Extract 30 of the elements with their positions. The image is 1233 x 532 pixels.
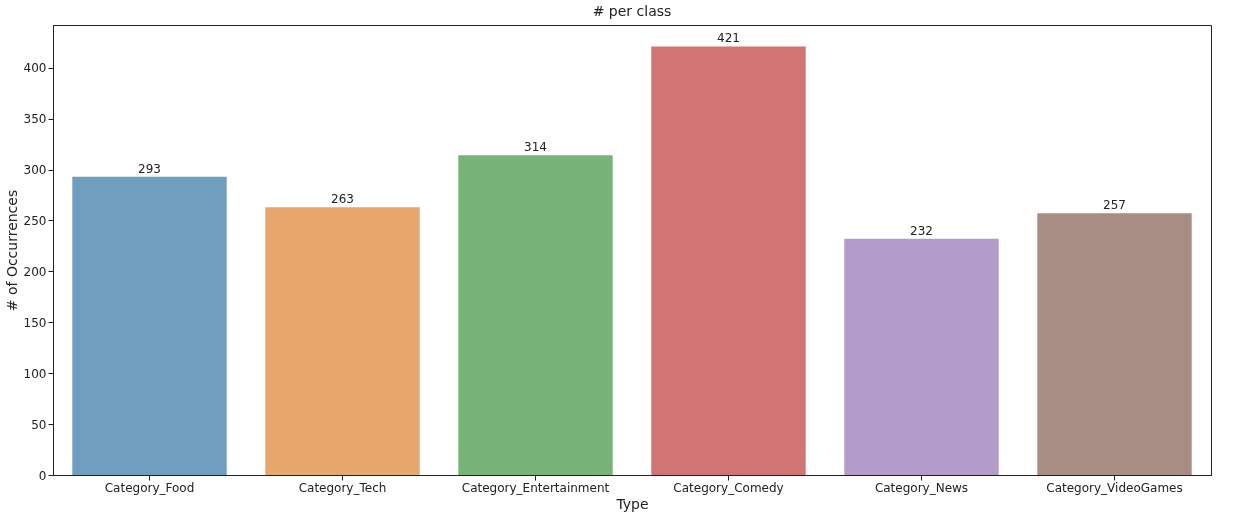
data-label: 263 — [331, 192, 354, 207]
x-tick-label: Category_News — [874, 480, 969, 495]
x-tick-label: Category_Tech — [298, 480, 387, 495]
y-tick-label: 250 — [23, 213, 47, 228]
data-label: 314 — [524, 140, 547, 155]
data-label: 421 — [717, 31, 740, 46]
data-label: 293 — [138, 161, 161, 176]
x-tick-label: Category_Food — [104, 480, 195, 495]
y-tick-label: 0 — [38, 468, 47, 483]
y-tick-label: 300 — [23, 163, 47, 178]
y-axis-title: # of Occurrences — [3, 189, 20, 312]
y-tick-label: 350 — [23, 112, 47, 127]
x-tick-label: Category_Comedy — [673, 480, 784, 495]
x-axis-title: Type — [615, 495, 649, 512]
bar — [265, 207, 420, 475]
chart-title: # per class — [592, 3, 672, 19]
data-label: 232 — [910, 223, 933, 238]
bar — [72, 176, 227, 475]
bar — [1037, 213, 1192, 475]
y-tick-label: 100 — [23, 366, 47, 381]
bar — [651, 46, 806, 475]
y-tick-label: 400 — [23, 61, 47, 76]
bar — [458, 155, 613, 475]
y-tick-label: 150 — [23, 315, 47, 330]
x-tick-label: Category_Entertainment — [461, 480, 610, 495]
y-tick-label: 200 — [23, 264, 47, 279]
data-label: 257 — [1103, 198, 1126, 213]
x-tick-label: Category_VideoGames — [1046, 480, 1183, 495]
y-tick-label: 50 — [31, 417, 47, 432]
bar — [844, 238, 999, 475]
